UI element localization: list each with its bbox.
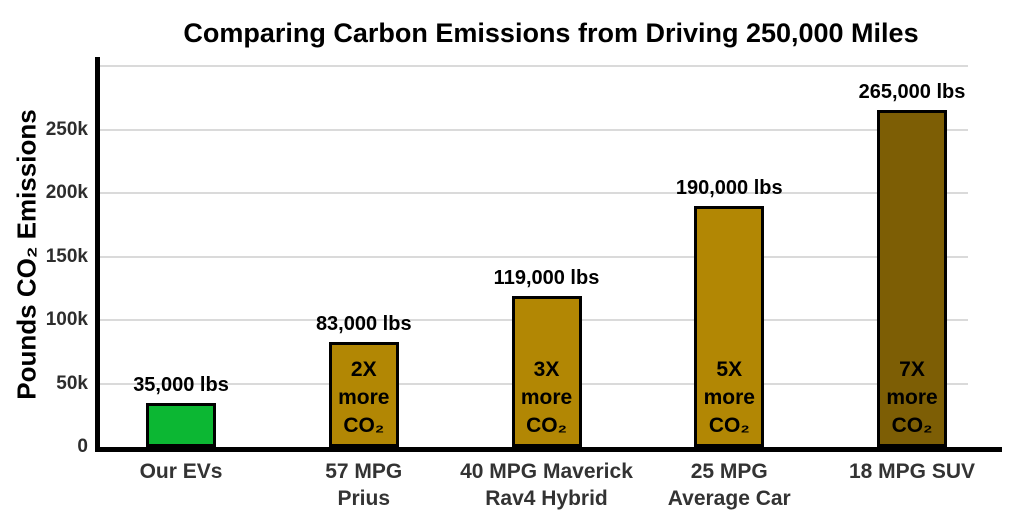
y-axis-line [95, 57, 100, 452]
bar-value-label: 83,000 lbs [315, 312, 412, 335]
chart-title: Comparing Carbon Emissions from Driving … [183, 18, 919, 48]
y-tick-label: 0 [77, 436, 88, 457]
bar: 7X more CO₂ [877, 110, 947, 447]
category-label: 40 MPG Maverick Rav4 Hybrid [460, 460, 633, 510]
category-label: Our EVs [139, 460, 223, 483]
category-label: 57 MPG Prius [325, 460, 403, 510]
y-tick-label: 200k [45, 182, 88, 203]
x-axis-line [95, 447, 1002, 452]
bar: 3X more CO₂ [511, 295, 582, 447]
y-tick-label: 150k [45, 245, 88, 267]
bar: 2X more CO₂ [328, 341, 399, 447]
gridline [100, 192, 968, 194]
category-label: 18 MPG SUV [848, 460, 976, 483]
bar-annotation: 5X more CO₂ [703, 357, 755, 437]
gridline [100, 128, 968, 131]
bar-value-label: 265,000 lbs [858, 81, 966, 104]
y-tick-label: 250k [45, 118, 88, 140]
bar-annotation: 3X more CO₂ [520, 357, 573, 437]
gridline [100, 255, 968, 258]
y-tick-label: 100k [45, 309, 88, 330]
bar-value-label: 190,000 lbs [675, 176, 783, 199]
bar-value-label: 35,000 lbs [133, 373, 229, 396]
y-tick-label: 50k [56, 372, 88, 394]
category-label: 25 MPG Average Car [667, 460, 791, 510]
bar: 5X more CO₂ [694, 205, 765, 447]
bar [146, 402, 216, 447]
bar-annotation: 7X more CO₂ [886, 357, 938, 437]
gridline [100, 65, 968, 67]
bar-annotation: 2X more CO₂ [338, 357, 390, 437]
bar-value-label: 119,000 lbs [493, 266, 600, 289]
